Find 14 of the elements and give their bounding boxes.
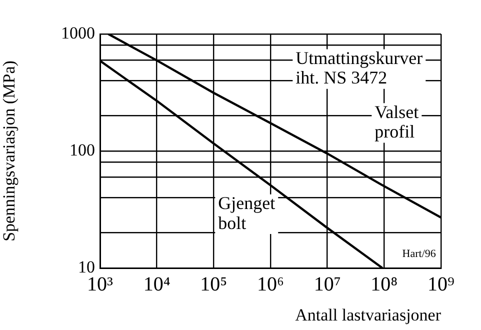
x-tick-label: 10⁷	[314, 273, 341, 296]
x-tick-label: 10⁹	[428, 273, 455, 296]
x-tick-label: 10⁵	[200, 273, 228, 296]
x-tick-label: 10⁶	[257, 273, 284, 296]
x-tick-label: 10⁴	[143, 273, 170, 296]
y-axis-title: Spenningsvariasjon (MPa)	[0, 60, 19, 242]
x-axis-title: Antall lastvariasjoner	[295, 305, 442, 324]
annotation: Utmattingskurver iht. NS 3472	[296, 48, 423, 88]
y-tick-label: 100	[70, 140, 95, 160]
series-label: Valset profil	[374, 102, 419, 142]
annotation: Hart/96	[402, 248, 436, 260]
y-tick-label: 1000	[61, 23, 95, 42]
x-tick-label: 10⁸	[370, 273, 398, 296]
series-label: Gjenget bolt	[218, 193, 276, 233]
